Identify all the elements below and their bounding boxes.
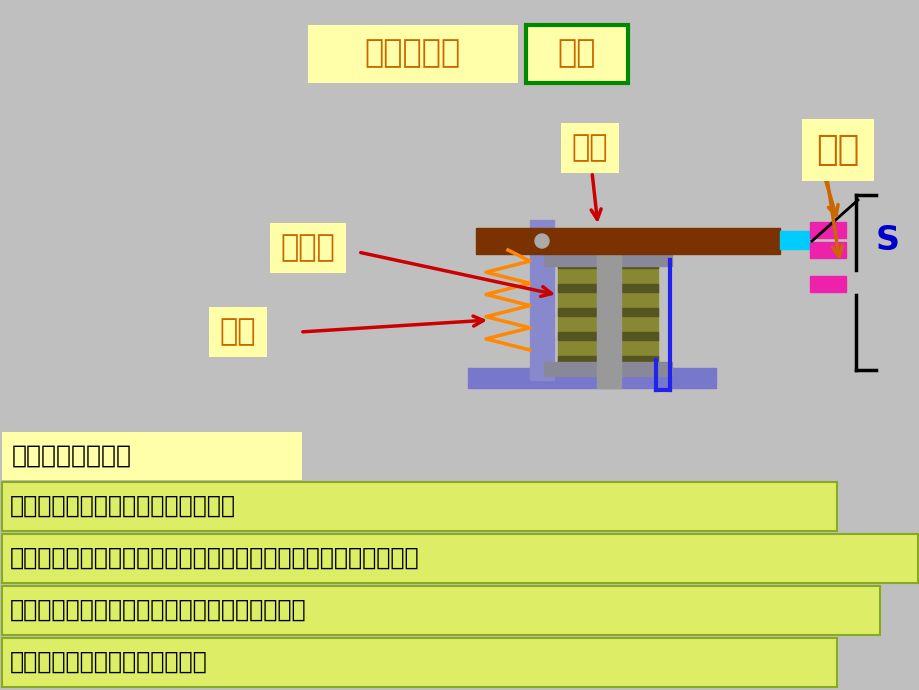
Text: 电磁继电器: 电磁继电器 (365, 39, 460, 70)
Bar (475, 228, 779, 254)
Text: 电磁铁: 电磁铁 (280, 233, 335, 262)
Bar (468, 368, 715, 388)
Bar (558, 308, 657, 317)
Bar (809, 242, 845, 258)
Bar (779, 231, 809, 249)
Text: 触点：相当于被控制电路的开关: 触点：相当于被控制电路的开关 (10, 650, 208, 674)
Bar (558, 260, 657, 268)
Text: 构造: 构造 (557, 39, 596, 70)
Bar (2, 482, 836, 531)
Bar (2, 534, 917, 583)
Bar (558, 284, 657, 293)
Circle shape (535, 234, 549, 248)
Bar (809, 276, 845, 292)
Bar (596, 240, 620, 388)
Bar (2, 586, 879, 635)
Text: 电磁铁：通电时产生磁性，吸下衡铁: 电磁铁：通电时产生磁性，吸下衡铁 (10, 494, 236, 518)
Text: 主要部分的作用：: 主要部分的作用： (12, 444, 131, 468)
Bar (308, 25, 517, 83)
Bar (526, 25, 628, 83)
Text: 衡铁：和动触点组成一个绕支点转动的杠杆，带动动触点上下运动: 衡铁：和动触点组成一个绕支点转动的杠杆，带动动触点上下运动 (10, 546, 419, 570)
Text: 衡铁: 衡铁 (571, 133, 607, 163)
Bar (543, 362, 671, 376)
Bar (2, 432, 301, 480)
Bar (529, 220, 553, 380)
Text: 弹簧: 弹簧 (220, 317, 256, 346)
Bar (2, 638, 836, 687)
Text: 触点: 触点 (815, 133, 858, 167)
Bar (543, 252, 671, 266)
Bar (0, 430, 919, 690)
Bar (558, 332, 657, 340)
Text: S: S (875, 224, 899, 257)
Bar (558, 356, 657, 364)
Bar (809, 222, 845, 238)
Text: 弹簧：电磁铁磁性消失时，带动衡铁弹离电磁铁: 弹簧：电磁铁磁性消失时，带动衡铁弹离电磁铁 (10, 598, 306, 622)
Bar (558, 260, 657, 368)
